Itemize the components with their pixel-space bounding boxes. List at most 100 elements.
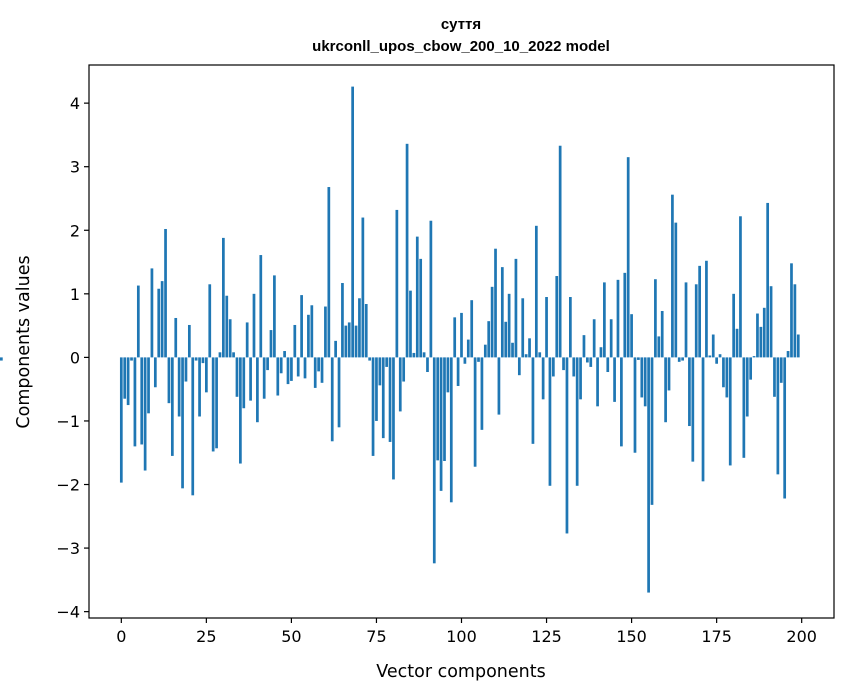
bar-119 — [524, 354, 528, 358]
bar-136 — [582, 335, 586, 358]
bar-170 — [698, 265, 701, 358]
bar-60 — [324, 306, 327, 358]
bar-12 — [160, 281, 164, 358]
bar-198 — [793, 284, 797, 358]
bar-163 — [674, 222, 678, 358]
bar-43 — [266, 357, 269, 371]
bar-75 — [375, 357, 378, 421]
bar-82 — [398, 357, 402, 412]
bar-52 — [296, 357, 300, 377]
bar-160 — [664, 357, 667, 423]
bar-192 — [773, 357, 776, 397]
bar-155 — [647, 357, 650, 593]
y-axis-label: Components values — [14, 255, 34, 428]
bar-36 — [242, 357, 246, 409]
bar-100 — [460, 312, 463, 358]
bar-76 — [378, 357, 382, 386]
bar-15 — [170, 357, 174, 456]
bar-191 — [769, 286, 773, 358]
bar-184 — [745, 357, 749, 417]
bar-199 — [796, 334, 800, 358]
y-axis-ticks: −4 −3 −2 −1 0 1 2 3 4 — [56, 94, 89, 622]
bar-142 — [603, 282, 606, 358]
bar-196 — [786, 351, 790, 358]
bar-39 — [252, 293, 256, 358]
bar-94 — [439, 357, 443, 491]
bar-164 — [677, 357, 681, 362]
bar-109 — [490, 286, 494, 358]
bar-27 — [211, 357, 215, 452]
bar-73 — [368, 357, 372, 361]
bar-172 — [705, 260, 708, 358]
bar-180 — [732, 293, 736, 358]
bar-178 — [725, 357, 729, 398]
bar-108 — [487, 321, 491, 358]
bar-45 — [273, 275, 276, 358]
bar-134 — [575, 357, 579, 486]
bar-44 — [269, 330, 273, 358]
bar-5 — [136, 285, 140, 358]
bar-150 — [630, 314, 633, 358]
bar-77 — [381, 357, 385, 439]
y-tick-label: 0 — [70, 348, 80, 367]
bar-156 — [650, 357, 654, 505]
bar-26 — [208, 284, 212, 358]
x-tick-label: 0 — [116, 627, 126, 646]
bar-64 — [337, 357, 341, 428]
bar-185 — [749, 357, 753, 380]
bar-126 — [548, 357, 552, 486]
bar-42 — [262, 357, 266, 399]
bar-179 — [728, 357, 732, 466]
bar-130 — [562, 357, 565, 371]
bar-undefined — [0, 357, 3, 361]
bar-127 — [551, 357, 555, 377]
bar-101 — [463, 357, 467, 364]
bar-103 — [470, 300, 474, 358]
bar-22 — [194, 357, 198, 361]
bar-153 — [640, 357, 644, 398]
bar-3 — [130, 357, 133, 361]
bar-116 — [514, 258, 518, 358]
x-tick-label: 100 — [446, 627, 477, 646]
bar-171 — [701, 357, 705, 482]
bar-139 — [592, 319, 596, 358]
bar-46 — [276, 357, 280, 396]
bar-41 — [259, 255, 263, 358]
bar-98 — [453, 317, 457, 358]
x-tick-label: 75 — [366, 627, 386, 646]
bar-169 — [694, 284, 698, 358]
bar-143 — [606, 357, 610, 373]
x-axis-ticks: 0 25 50 75 100 125 150 175 200 — [116, 618, 817, 646]
bar-104 — [473, 357, 477, 467]
bar-65 — [341, 283, 344, 358]
bar-58 — [317, 357, 320, 372]
bar-71 — [361, 217, 365, 358]
y-tick-label: 2 — [70, 221, 80, 240]
bar-175 — [715, 357, 718, 364]
bar-20 — [187, 324, 191, 358]
bar-51 — [293, 324, 297, 358]
bar-152 — [637, 357, 640, 360]
bar-121 — [531, 357, 535, 444]
bar-93 — [436, 357, 440, 461]
bar-29 — [218, 352, 222, 358]
bar-74 — [371, 357, 375, 456]
bar-158 — [657, 336, 661, 358]
bar-14 — [167, 357, 171, 404]
bar-106 — [480, 357, 484, 430]
bar-56 — [310, 305, 314, 358]
bar-92 — [432, 357, 436, 564]
bar-176 — [718, 354, 722, 358]
y-tick-label: 1 — [70, 285, 80, 304]
bar-40 — [256, 357, 259, 423]
bar-78 — [385, 357, 389, 367]
bar-55 — [307, 314, 310, 358]
bar-59 — [320, 357, 324, 383]
bar-16 — [174, 317, 178, 358]
bar-25 — [205, 357, 208, 393]
bar-21 — [191, 357, 195, 496]
bar-186 — [752, 356, 756, 358]
bar-54 — [303, 357, 307, 379]
bar-159 — [660, 310, 664, 358]
bar-96 — [446, 357, 450, 393]
